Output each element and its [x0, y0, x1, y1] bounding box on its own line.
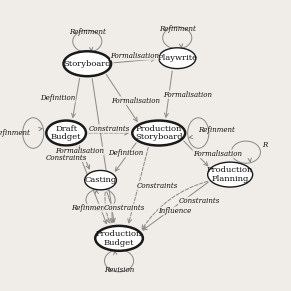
Text: Production
Planning: Production Planning — [207, 166, 253, 183]
Text: Production
Storyboard: Production Storyboard — [135, 125, 182, 141]
Text: Formalisation: Formalisation — [163, 91, 212, 99]
Text: Constraints: Constraints — [104, 204, 145, 212]
Text: Formalisation: Formalisation — [55, 147, 104, 155]
Ellipse shape — [132, 120, 185, 146]
Text: Definition: Definition — [108, 149, 143, 157]
Ellipse shape — [95, 226, 143, 251]
Text: Storyboard: Storyboard — [63, 60, 111, 68]
Text: Formalisation: Formalisation — [193, 150, 242, 158]
Text: Refinment: Refinment — [198, 126, 235, 134]
Text: Casting: Casting — [84, 176, 117, 184]
Text: Draft
Budget: Draft Budget — [51, 125, 81, 141]
Text: Production
Budget: Production Budget — [96, 230, 142, 247]
Ellipse shape — [46, 120, 86, 146]
Text: Refinment: Refinment — [0, 129, 30, 137]
Text: Formalisation: Formalisation — [110, 52, 159, 60]
Text: Formalisation: Formalisation — [111, 97, 160, 104]
Text: Definition: Definition — [40, 94, 75, 102]
Ellipse shape — [63, 51, 111, 76]
Ellipse shape — [208, 162, 253, 187]
Text: Refinment: Refinment — [69, 28, 106, 36]
Text: Constraints: Constraints — [178, 197, 220, 205]
Text: Constraints: Constraints — [136, 182, 178, 190]
Text: Influence: Influence — [159, 207, 192, 215]
Text: Refinment: Refinment — [72, 204, 109, 212]
Ellipse shape — [159, 48, 196, 69]
Text: Constraints: Constraints — [45, 154, 87, 162]
Text: Revision: Revision — [104, 266, 134, 274]
Text: Refinment: Refinment — [159, 25, 196, 33]
Ellipse shape — [85, 171, 116, 190]
Text: Playwrite: Playwrite — [157, 54, 197, 62]
Text: R: R — [262, 141, 267, 148]
Text: Constraints: Constraints — [88, 125, 130, 133]
